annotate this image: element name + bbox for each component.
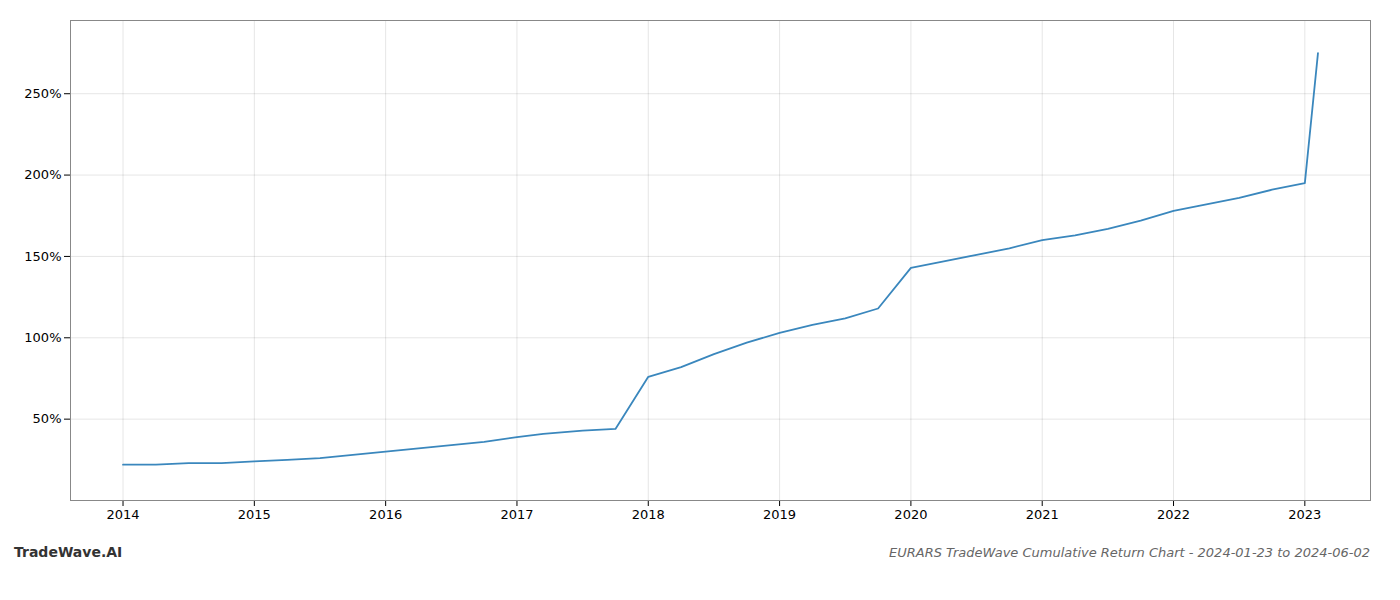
svg-text:2017: 2017 <box>500 507 533 522</box>
svg-text:2016: 2016 <box>369 507 402 522</box>
svg-text:200%: 200% <box>24 167 61 182</box>
svg-text:2020: 2020 <box>894 507 927 522</box>
svg-text:150%: 150% <box>24 249 61 264</box>
svg-text:2019: 2019 <box>763 507 796 522</box>
html-text:EURARS TradeWave Cumulative Re: EURARS TradeWave Cumulative Return Chart… <box>889 545 1370 560</box>
svg-text:2021: 2021 <box>1026 507 1059 522</box>
html-text:TradeWave.AI: TradeWave.AI <box>14 544 123 560</box>
svg-text:250%: 250% <box>24 86 61 101</box>
svg-text:50%: 50% <box>33 411 62 426</box>
svg-text:2018: 2018 <box>632 507 665 522</box>
svg-text:2015: 2015 <box>238 507 271 522</box>
svg-text:2023: 2023 <box>1288 507 1321 522</box>
svg-text:100%: 100% <box>24 330 61 345</box>
svg-text:2014: 2014 <box>106 507 139 522</box>
svg-text:2022: 2022 <box>1157 507 1190 522</box>
